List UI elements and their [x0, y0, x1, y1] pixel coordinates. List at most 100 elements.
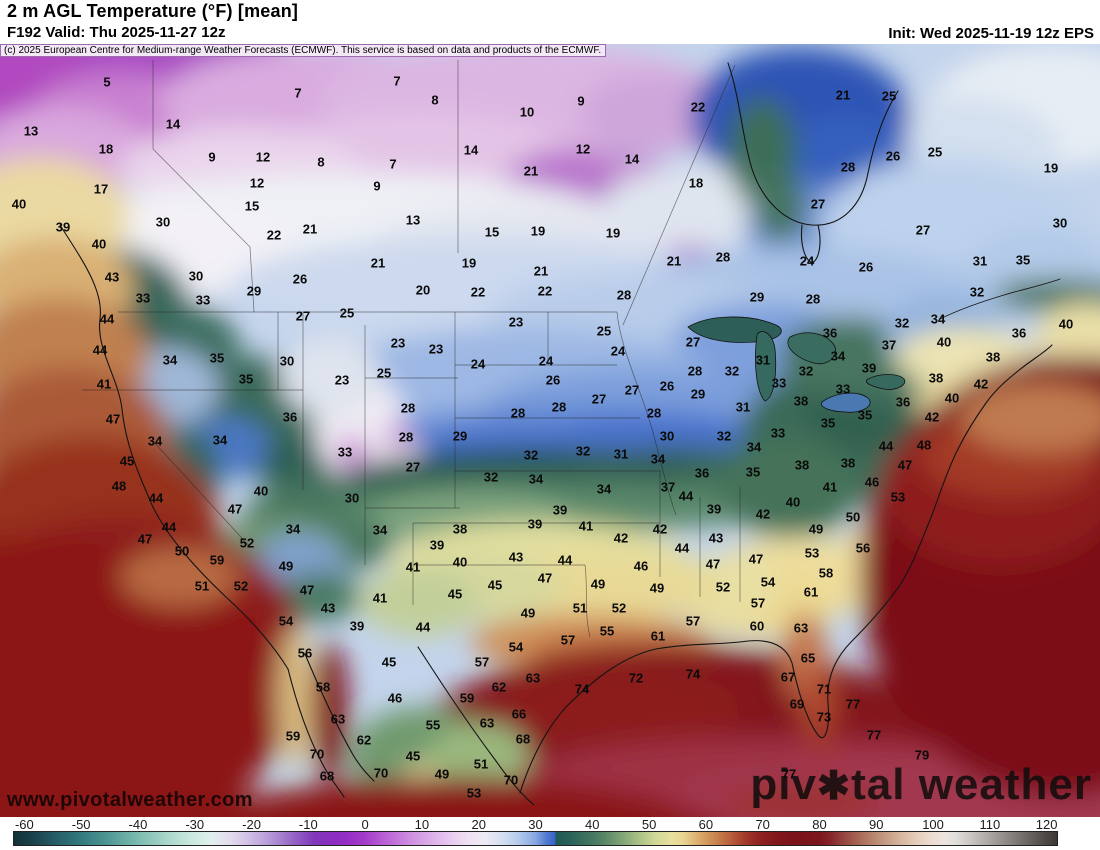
temp-label: 21	[302, 221, 318, 237]
temp-label: 59	[285, 728, 301, 744]
temp-label: 45	[405, 748, 421, 764]
temp-label: 21	[666, 253, 682, 269]
temp-label: 38	[985, 349, 1001, 365]
temp-label: 32	[724, 363, 740, 379]
temp-label: 19	[605, 225, 621, 241]
temp-label: 23	[428, 341, 444, 357]
temp-label: 34	[528, 471, 544, 487]
temp-label: 36	[282, 409, 298, 425]
temp-label: 49	[808, 521, 824, 537]
temp-label: 39	[55, 219, 71, 235]
temp-label: 68	[319, 768, 335, 784]
temp-label: 40	[944, 390, 960, 406]
temp-label: 34	[650, 451, 666, 467]
temp-label: 31	[735, 399, 751, 415]
temp-label: 71	[816, 681, 832, 697]
temp-label: 27	[405, 459, 421, 475]
temp-label: 32	[523, 447, 539, 463]
valid-time-label: F192 Valid: Thu 2025-11-27 12z	[7, 24, 226, 41]
temp-label: 63	[525, 670, 541, 686]
temp-label: 39	[349, 618, 365, 634]
temp-label: 34	[830, 348, 846, 364]
temp-label: 15	[484, 224, 500, 240]
temp-label: 29	[246, 283, 262, 299]
temp-label: 28	[646, 405, 662, 421]
temp-label: 28	[616, 287, 632, 303]
temp-label: 35	[1015, 252, 1031, 268]
temp-label: 47	[299, 582, 315, 598]
temp-label: 46	[387, 690, 403, 706]
temp-label: 7	[393, 73, 401, 89]
temp-label: 77	[845, 696, 861, 712]
temp-label: 53	[466, 785, 482, 801]
temp-label: 39	[552, 502, 568, 518]
temp-label: 63	[330, 711, 346, 727]
temp-label: 28	[400, 400, 416, 416]
temp-label: 44	[557, 552, 573, 568]
temp-label: 21	[533, 263, 549, 279]
temp-label: 40	[1058, 316, 1074, 332]
temp-label: 49	[649, 580, 665, 596]
temp-label: 34	[596, 481, 612, 497]
temp-label: 54	[508, 639, 524, 655]
temp-label: 28	[551, 399, 567, 415]
temp-label: 35	[745, 464, 761, 480]
temp-label: 30	[659, 428, 675, 444]
temp-label: 34	[930, 311, 946, 327]
temp-label: 32	[894, 315, 910, 331]
colorbar-tick: 40	[585, 817, 600, 832]
temp-label: 59	[459, 690, 475, 706]
temp-label: 57	[750, 595, 766, 611]
temp-label: 34	[372, 522, 388, 538]
temp-label: 47	[748, 551, 764, 567]
temp-label: 27	[685, 334, 701, 350]
temp-label: 33	[770, 425, 786, 441]
temp-label: 49	[278, 558, 294, 574]
temp-label: 33	[337, 444, 353, 460]
temp-label: 63	[793, 620, 809, 636]
temp-label: 22	[537, 283, 553, 299]
temp-label: 47	[897, 457, 913, 473]
temp-label: 39	[429, 537, 445, 553]
temp-label: 42	[924, 409, 940, 425]
temp-label: 39	[527, 516, 543, 532]
colorbar-tick: 110	[979, 817, 1001, 832]
temp-label: 25	[376, 365, 392, 381]
temp-label: 36	[694, 465, 710, 481]
temp-label: 47	[105, 411, 121, 427]
temp-label: 58	[818, 565, 834, 581]
temp-label: 33	[771, 375, 787, 391]
temp-label: 40	[91, 236, 107, 252]
temp-label: 65	[800, 650, 816, 666]
temp-label: 42	[755, 506, 771, 522]
temp-label: 12	[249, 175, 265, 191]
colorbar-tick: 80	[812, 817, 827, 832]
temp-label: 20	[415, 282, 431, 298]
temp-label: 35	[857, 407, 873, 423]
temp-label: 62	[491, 679, 507, 695]
temp-label: 55	[425, 717, 441, 733]
temp-label: 22	[470, 284, 486, 300]
temp-label: 53	[890, 489, 906, 505]
temp-label: 23	[508, 314, 524, 330]
temp-label: 36	[1011, 325, 1027, 341]
temp-label: 24	[538, 353, 554, 369]
colorbar-tick: 60	[698, 817, 714, 832]
colorbar-tick: 30	[528, 817, 543, 832]
temp-label: 34	[212, 432, 228, 448]
colorbar-tick: 20	[471, 817, 486, 832]
temp-label: 28	[715, 249, 731, 265]
page-title: 2 m AGL Temperature (°F) [mean]	[7, 1, 299, 21]
temp-label: 35	[238, 371, 254, 387]
temp-label: 31	[755, 352, 771, 368]
temp-label: 60	[749, 618, 765, 634]
map-canvas[interactable]	[0, 44, 1100, 818]
temp-label: 24	[799, 253, 815, 269]
colorbar-tick: 70	[755, 817, 770, 832]
temp-label: 13	[405, 212, 421, 228]
temp-label: 33	[835, 381, 851, 397]
temp-label: 52	[611, 600, 627, 616]
temp-label: 19	[530, 223, 546, 239]
temp-label: 77	[866, 727, 882, 743]
